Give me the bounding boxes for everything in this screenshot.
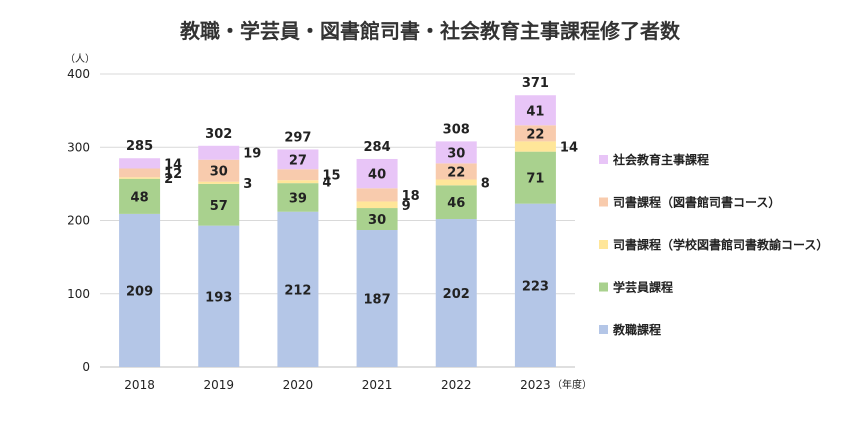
bar-segment (435, 219, 477, 367)
total-label: 285 (126, 139, 153, 154)
legend-label: 司書課程（図書館司書コース） (613, 195, 780, 210)
bar-segment (356, 158, 398, 189)
data-label: 39 (289, 191, 307, 206)
data-label: 14 (164, 157, 182, 172)
bar-segment (435, 185, 477, 220)
x-tick-label: 2021 (362, 378, 393, 392)
bar-segment (514, 141, 556, 152)
legend-swatch (599, 325, 608, 334)
bar-segment (277, 211, 319, 367)
legend-swatch (599, 240, 608, 249)
data-label: 187 (364, 293, 391, 308)
x-tick-label: 2023 (520, 378, 551, 392)
data-label: 30 (447, 146, 465, 161)
x-tick-label: 2019 (203, 378, 234, 392)
data-label: 9 (402, 199, 411, 214)
legend-swatch (599, 155, 608, 164)
bar-segment (514, 151, 556, 204)
total-label: 371 (522, 76, 549, 91)
data-label: 22 (447, 165, 465, 180)
data-label: 57 (210, 199, 228, 214)
bar-segment (198, 145, 240, 160)
legend-swatch (599, 197, 608, 207)
total-label: 297 (284, 130, 311, 145)
bar-segment (435, 163, 477, 180)
data-label: 212 (284, 283, 311, 298)
bar-segment (198, 183, 240, 226)
bar-segment (514, 125, 556, 142)
y-tick-label: 200 (67, 214, 90, 228)
x-axis-unit: （年度） (552, 378, 592, 391)
y-tick-label: 300 (67, 140, 90, 154)
bar-segment (277, 180, 319, 184)
bar-segment (435, 179, 477, 186)
bar-segment (356, 188, 398, 202)
data-label: 48 (131, 190, 149, 205)
bar-segment (356, 208, 398, 231)
data-label: 12 (164, 167, 182, 182)
x-tick-label: 2018 (124, 378, 155, 392)
data-label: 27 (289, 153, 307, 168)
data-label: 71 (526, 172, 544, 187)
data-label: 3 (243, 177, 252, 192)
bar-segment (514, 203, 556, 367)
bar-segment (119, 168, 161, 178)
legend-swatch (599, 282, 608, 292)
bar-segment (356, 201, 398, 209)
y-axis-unit: （人） (65, 53, 95, 65)
data-label: 19 (243, 147, 261, 162)
data-label: 4 (322, 176, 331, 191)
data-label: 46 (447, 196, 465, 211)
data-label: 223 (522, 279, 549, 294)
chart-title: 教職・学芸員・図書館司書・社会教育主事課程修了者数 (180, 19, 681, 43)
bar-segment (277, 169, 319, 181)
data-label: 202 (443, 287, 470, 302)
gridlines (100, 73, 575, 368)
data-label: 209 (126, 284, 153, 299)
data-label: 18 (402, 189, 420, 204)
y-tick-label: 100 (67, 287, 90, 301)
total-label: 302 (205, 127, 232, 142)
bar-segment (198, 181, 240, 184)
data-label: 30 (210, 165, 228, 180)
bars: 2094821214285193573301930221239415272971… (119, 76, 578, 367)
data-label: 14 (560, 141, 578, 156)
y-tick-label: 400 (67, 67, 90, 81)
y-axis-ticks: 0 100 200 300 400 (67, 67, 90, 374)
bar-segment (119, 158, 161, 169)
bar-segment (356, 230, 398, 367)
x-tick-label: 2020 (283, 378, 314, 392)
bar-segment (198, 225, 240, 367)
y-tick-label: 0 (82, 360, 90, 374)
bar-segment (277, 183, 319, 212)
bar-segment (435, 141, 477, 164)
bar-segment (277, 149, 319, 170)
legend-label: 社会教育主事課程 (612, 152, 709, 167)
data-label: 40 (368, 168, 386, 183)
data-label: 22 (526, 127, 544, 142)
data-label: 30 (368, 213, 386, 228)
total-label: 308 (443, 122, 470, 137)
data-label: 15 (322, 169, 340, 184)
x-axis-ticks: 2018 2019 2020 2021 2022 2023 (124, 378, 550, 392)
legend-label: 教職課程 (612, 322, 661, 337)
x-tick-label: 2022 (441, 378, 472, 392)
bar-segment (119, 177, 161, 179)
data-label: 193 (205, 290, 232, 305)
legend-label: 学芸員課程 (613, 280, 673, 295)
legend-label: 司書課程（学校図書館司書教諭コース） (613, 237, 828, 252)
bar-segment (514, 95, 556, 126)
total-label: 284 (364, 140, 391, 155)
bar-segment (119, 178, 161, 214)
data-label: 2 (164, 172, 173, 187)
bar-segment (119, 213, 161, 367)
data-label: 41 (526, 104, 544, 119)
data-label: 8 (481, 176, 490, 191)
bar-segment (198, 159, 240, 182)
